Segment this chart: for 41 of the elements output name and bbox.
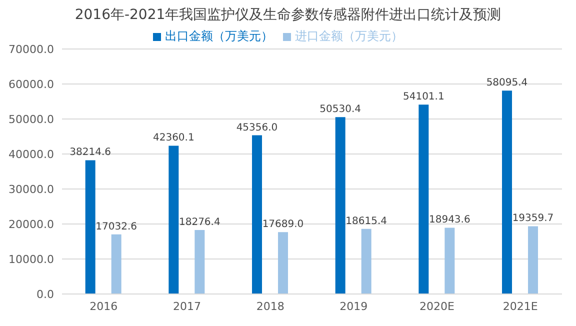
y-tick-label: 10000.0: [8, 252, 54, 266]
bar: [194, 230, 205, 294]
legend-label: 进口金额（万美元）: [295, 29, 403, 43]
y-tick-label: 60000.0: [8, 78, 54, 91]
data-label: 17689.0: [262, 219, 304, 230]
y-tick-label: 50000.0: [8, 112, 54, 126]
chart-title: 2016年-2021年我国监护仪及生命参数传感器附件进出口统计及预测: [74, 6, 502, 25]
bar: [528, 226, 538, 294]
data-label: 54101.1: [402, 92, 444, 103]
y-tick-label: 0.0: [36, 288, 54, 301]
y-tick-label: 40000.0: [8, 148, 54, 161]
data-label: 18276.4: [178, 217, 220, 228]
data-label: 38214.6: [70, 147, 112, 158]
data-label: 18943.6: [428, 214, 470, 226]
bar: [502, 90, 512, 294]
bar: [168, 146, 179, 294]
data-label: 58095.4: [486, 78, 528, 89]
x-tick-label: 2016: [90, 300, 118, 313]
x-tick-label: 2018: [256, 300, 284, 313]
y-tick-label: 70000.0: [8, 42, 54, 56]
bar: [418, 104, 429, 294]
y-tick-label: 30000.0: [8, 182, 54, 196]
x-tick-label: 2021E: [502, 300, 538, 313]
x-tick-label: 2019: [340, 300, 368, 313]
x-tick-label: 2017: [173, 300, 201, 313]
data-label: 45356.0: [236, 122, 278, 134]
x-tick-label: 2020E: [420, 300, 455, 313]
y-tick-label: 20000.0: [8, 218, 54, 231]
data-label: 42360.1: [152, 132, 194, 144]
data-label: 19359.7: [512, 213, 554, 224]
bar: [444, 228, 455, 294]
bar: [361, 228, 372, 294]
data-label: 50530.4: [320, 104, 362, 116]
bar: [252, 135, 262, 294]
data-label: 18615.4: [346, 216, 388, 227]
bar: [335, 117, 346, 294]
data-label: 17032.6: [96, 221, 138, 232]
legend-label: 出口金额（万美元）: [165, 29, 273, 43]
bar: [278, 232, 288, 294]
bar: [111, 234, 122, 294]
bar: [85, 160, 96, 294]
